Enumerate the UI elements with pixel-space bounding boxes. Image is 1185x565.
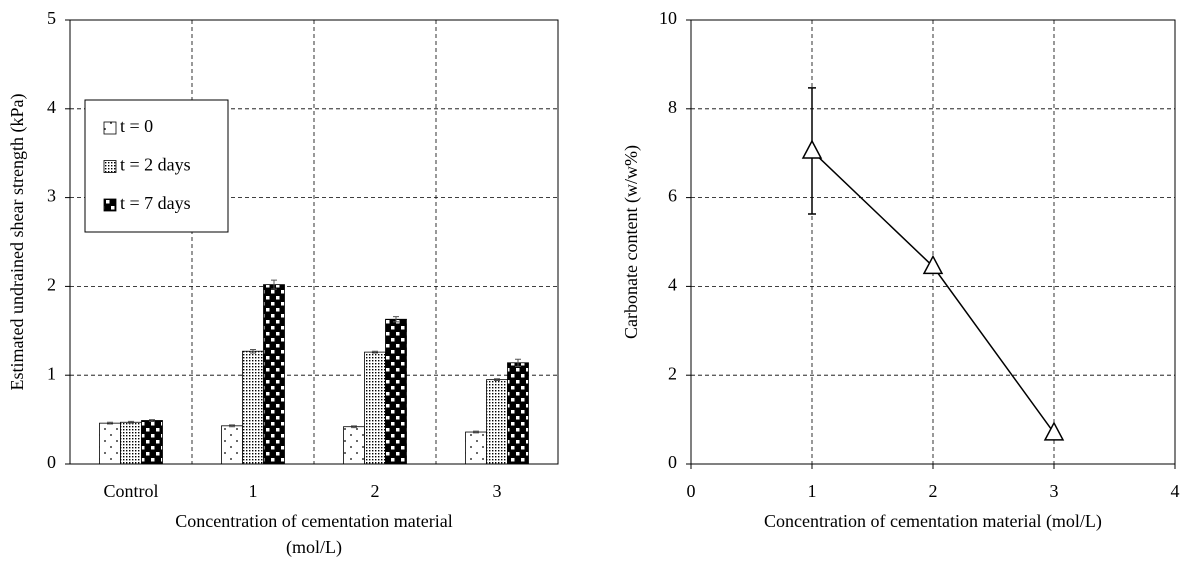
y-tick-label: 3 bbox=[47, 186, 56, 206]
error-bar bbox=[372, 350, 378, 354]
y-tick-label: 2 bbox=[47, 275, 56, 295]
bar bbox=[364, 351, 386, 465]
x-tick-label: 1 bbox=[808, 481, 817, 501]
y-tick-label: 4 bbox=[47, 97, 56, 117]
marker bbox=[922, 254, 944, 275]
bar bbox=[221, 425, 243, 465]
legend-swatch bbox=[103, 198, 117, 212]
bar bbox=[486, 379, 508, 465]
bar bbox=[242, 350, 264, 465]
bar bbox=[385, 318, 407, 465]
legend-swatch bbox=[103, 160, 117, 173]
bar bbox=[141, 420, 163, 465]
x-tick-label: 1 bbox=[249, 481, 258, 501]
bar bbox=[343, 426, 365, 465]
y-tick-label: 10 bbox=[659, 8, 677, 28]
x-tick-label: 2 bbox=[929, 481, 938, 501]
error-bar bbox=[515, 358, 521, 367]
plot-frame bbox=[690, 19, 1176, 465]
error-bar bbox=[149, 419, 155, 422]
plot-frame bbox=[69, 19, 559, 465]
marker bbox=[801, 139, 823, 159]
y-tick-label: 6 bbox=[668, 186, 677, 206]
error-bar bbox=[107, 421, 113, 425]
y-axis-label: Estimated undrained shear strength (kPa) bbox=[7, 94, 28, 391]
x-tick-label: 3 bbox=[1050, 481, 1059, 501]
data-line bbox=[811, 150, 1055, 434]
x-tick-label: 2 bbox=[371, 481, 380, 501]
x-tick-label: 0 bbox=[687, 481, 696, 501]
error-bar bbox=[229, 424, 235, 428]
x-tick-label: 3 bbox=[493, 481, 502, 501]
bar bbox=[465, 431, 487, 465]
y-tick-label: 1 bbox=[47, 363, 56, 383]
legend-label: t = 0 bbox=[120, 116, 153, 136]
y-tick-label: 8 bbox=[668, 97, 677, 117]
legend-swatch bbox=[103, 121, 117, 135]
bar bbox=[507, 362, 529, 465]
y-tick-label: 4 bbox=[668, 275, 677, 295]
error-bar bbox=[494, 378, 500, 382]
y-tick-label: 5 bbox=[47, 8, 56, 28]
marker bbox=[1043, 421, 1065, 441]
bar bbox=[99, 422, 121, 465]
legend-label: t = 7 days bbox=[120, 193, 191, 213]
x-tick-label: 4 bbox=[1171, 481, 1180, 501]
x-tick-label: Control bbox=[103, 481, 158, 501]
y-tick-label: 0 bbox=[47, 452, 56, 472]
bar bbox=[120, 421, 142, 465]
error-bar bbox=[473, 430, 479, 434]
x-axis-label: (mol/L) bbox=[286, 537, 342, 558]
bar bbox=[263, 284, 285, 465]
legend-label: t = 2 days bbox=[120, 155, 191, 175]
error-bar bbox=[351, 425, 357, 429]
error-bar bbox=[393, 316, 399, 323]
error-bar bbox=[271, 279, 277, 290]
y-tick-label: 2 bbox=[668, 363, 677, 383]
x-axis-label: Concentration of cementation material bbox=[175, 511, 452, 531]
error-bar bbox=[128, 420, 134, 424]
y-tick-label: 0 bbox=[668, 452, 677, 472]
y-axis-label: Carbonate content (w/w%) bbox=[621, 145, 642, 339]
x-axis-label: Concentration of cementation material (m… bbox=[764, 511, 1102, 532]
error-bar bbox=[250, 348, 256, 354]
